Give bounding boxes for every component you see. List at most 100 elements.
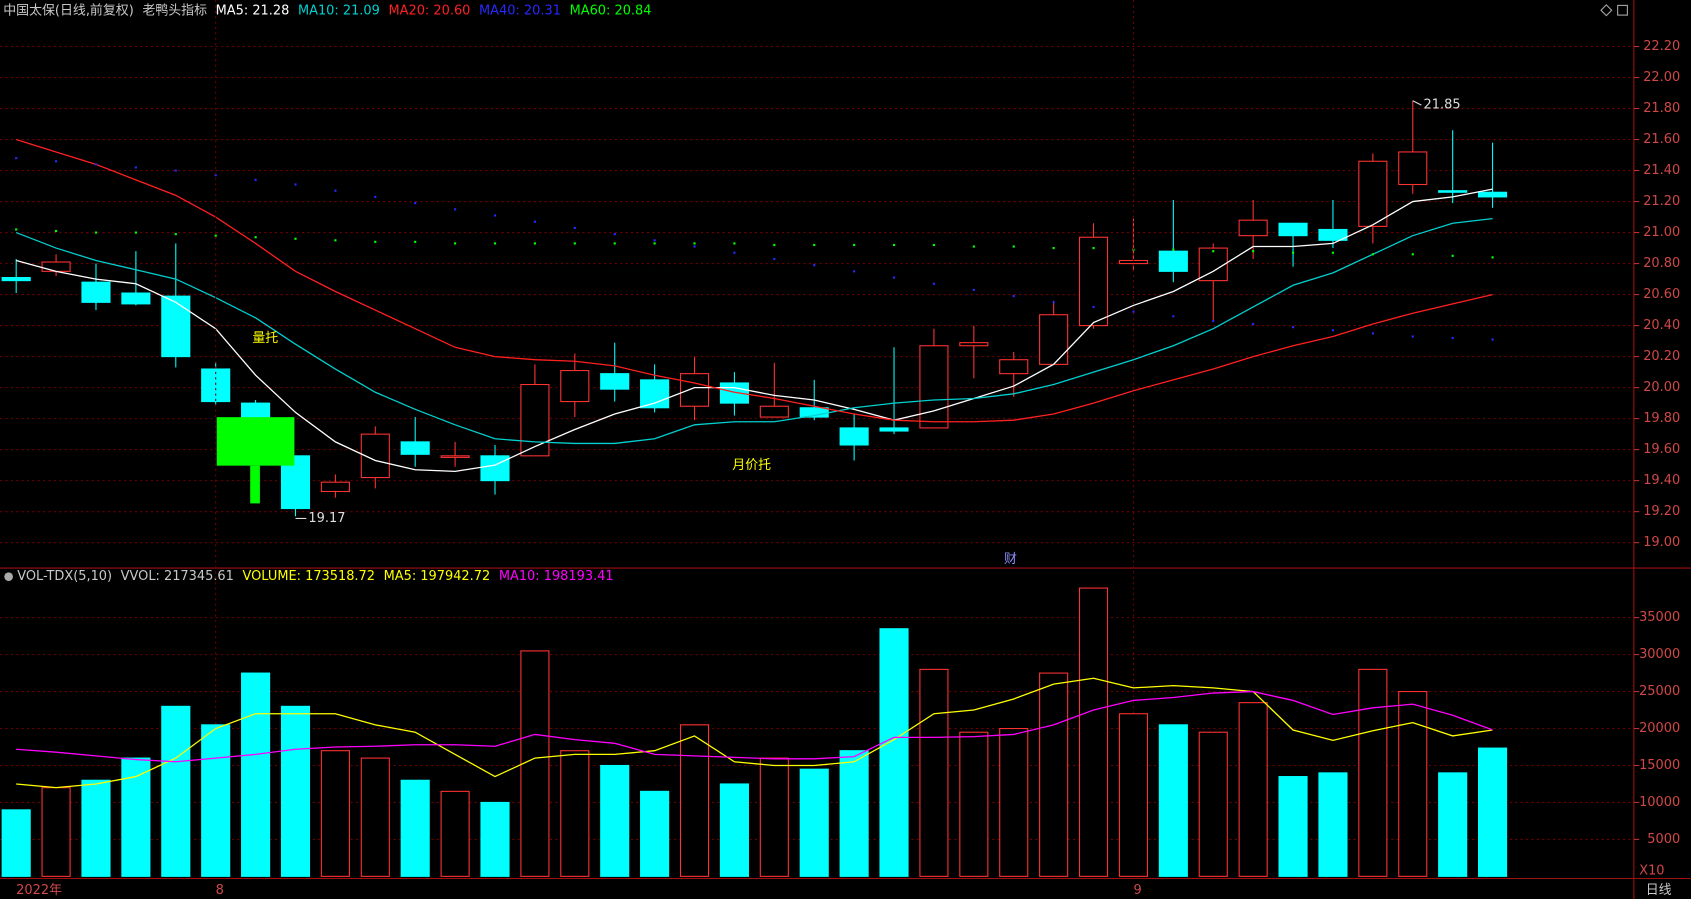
y-tick-label: 15000 [1639, 758, 1680, 773]
candle-body [1118, 259, 1149, 265]
icon-menu[interactable] [4, 572, 13, 582]
ma-dot [932, 282, 936, 285]
candle-body [1438, 190, 1468, 193]
ma-dot [1451, 336, 1454, 340]
icon-window[interactable] [1617, 4, 1628, 16]
annotation: 量托 [252, 331, 278, 346]
ma-dot [134, 166, 137, 169]
volume-bar [1198, 731, 1228, 877]
candle-body [759, 405, 789, 418]
period-label: 日线 [1646, 883, 1672, 898]
volume-bar [41, 787, 71, 877]
volume-bar [600, 764, 630, 877]
ma-dot [1252, 322, 1255, 326]
candle-body [480, 455, 510, 482]
y-tick-label: 20.40 [1643, 318, 1680, 333]
candle-body [121, 292, 151, 305]
ma-dot [813, 264, 816, 267]
candle-body [1198, 247, 1228, 282]
legend-text: MA5: 21.28 [216, 3, 290, 18]
annotation: 月价托 [732, 458, 771, 473]
ma-dot [1172, 315, 1175, 318]
ma-dot [693, 242, 696, 245]
candle-body [1238, 219, 1268, 237]
ma-dot [55, 160, 58, 163]
volume-bar [1438, 772, 1468, 877]
ma-dot [1052, 301, 1055, 304]
volume-bar [480, 801, 510, 877]
candle-body [81, 281, 111, 303]
y-tick-label: 21.20 [1643, 194, 1680, 209]
ma-dot [1132, 310, 1135, 313]
ma-dot [1212, 319, 1215, 323]
legend-text: VOL-TDX(5,10) [17, 569, 112, 584]
candle-body [41, 261, 71, 272]
y-tick-label: 21.80 [1643, 101, 1680, 116]
y-tick-label: 20000 [1639, 721, 1680, 736]
y-tick-label: 30000 [1639, 647, 1680, 662]
volume-bar [719, 783, 749, 877]
ma-dot [1092, 246, 1095, 250]
legend-text: MA20: 20.60 [388, 3, 470, 18]
ma-dot [1411, 335, 1414, 338]
candle-body [1158, 250, 1188, 272]
unit-label: X10 [1639, 863, 1664, 878]
candle-body [1358, 160, 1388, 227]
y-tick-label: 5000 [1647, 832, 1680, 847]
volume-bar [560, 750, 590, 877]
legend-text: MA40: 20.31 [479, 3, 561, 18]
volume-bar [1238, 702, 1268, 877]
volume-bar [1158, 724, 1188, 877]
x-tick-label: 9 [1133, 883, 1141, 898]
y-tick-label: 19.40 [1643, 473, 1680, 488]
candle-body [959, 342, 989, 347]
ma-dot [1092, 305, 1095, 309]
volume-bar [1478, 747, 1508, 877]
legend-text: 中国太保(日线,前复权) [3, 2, 134, 18]
candle-body [560, 370, 590, 403]
ma-dot [493, 242, 497, 245]
volume-bar [280, 705, 311, 877]
ma-dot [334, 189, 337, 192]
volume-bar [999, 727, 1029, 877]
volume-bar [1078, 587, 1109, 877]
volume-bar [959, 731, 989, 877]
volume-bar [241, 672, 271, 877]
ma-line [16, 690, 1493, 763]
ma-dot [733, 251, 736, 254]
ma-line [15, 217, 1493, 445]
volume-bar [161, 705, 191, 877]
ma-dot [533, 242, 536, 245]
candle-body [1398, 151, 1428, 186]
ma-dot [1371, 332, 1374, 335]
candle-body [999, 359, 1029, 375]
volume-bar [440, 790, 470, 877]
ma-dot [1331, 251, 1335, 254]
candle-body [879, 427, 909, 432]
ma-line [16, 188, 1493, 472]
ma-dot [1331, 329, 1335, 332]
ma-dot [733, 242, 736, 245]
volume-bar [121, 757, 151, 877]
volume-bar [81, 779, 111, 877]
volume-bar [320, 750, 350, 877]
icon-diamond[interactable] [1600, 4, 1613, 17]
ma-dot [1451, 254, 1454, 257]
ma-dot [892, 243, 896, 247]
arrow [1412, 100, 1422, 106]
ma-dot [613, 233, 616, 236]
volume-bar [640, 790, 670, 877]
ma-dot [15, 157, 18, 160]
ma-dot [294, 237, 297, 240]
legend-text: 老鸭头指标 [142, 3, 207, 18]
legend-text: MA60: 20.84 [570, 3, 652, 18]
ma-dot [134, 231, 137, 234]
candle-body [1039, 314, 1069, 365]
ma-dot [334, 239, 337, 242]
volume-bar [1318, 772, 1348, 877]
y-tick-label: 19.80 [1643, 411, 1680, 426]
volume-bar [1, 809, 31, 877]
ma-line [15, 138, 1493, 423]
volume-bar [1278, 776, 1308, 877]
ma-dot [1172, 248, 1175, 251]
